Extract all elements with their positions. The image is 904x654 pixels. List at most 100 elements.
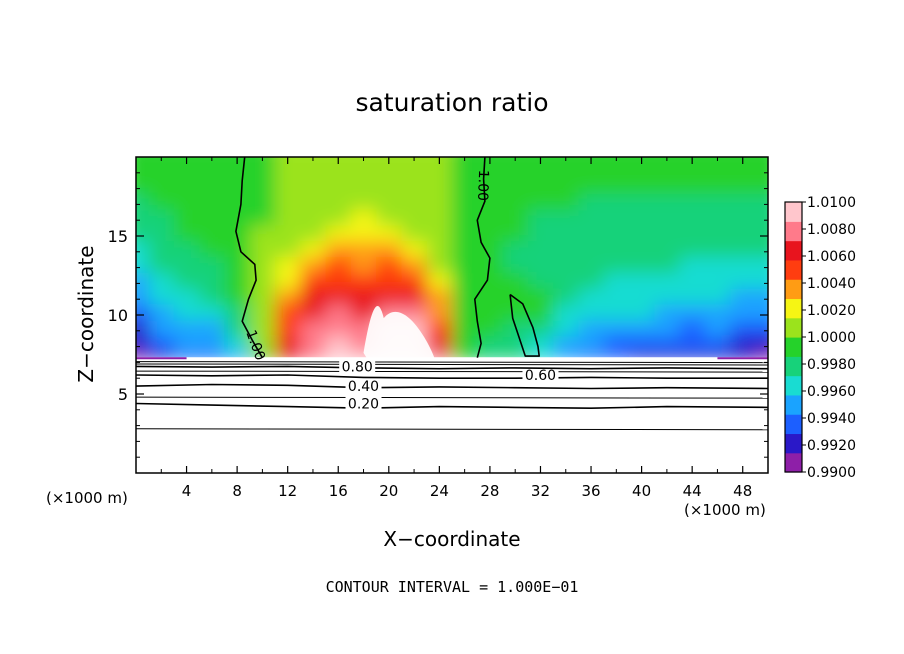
heatmap-cell <box>477 288 504 305</box>
heatmap-cell <box>199 319 225 337</box>
heatmap-cell <box>300 319 327 337</box>
heatmap-cell <box>300 272 327 289</box>
heatmap-cell <box>376 177 402 194</box>
heatmap-cell <box>755 240 768 258</box>
heatmap-cell <box>224 163 251 179</box>
heatmap-cell <box>704 193 731 210</box>
heatmap-cell <box>136 209 150 226</box>
heatmap-cell <box>527 272 554 289</box>
heatmap-cell <box>628 163 655 179</box>
x-tick-label: 24 <box>430 482 449 500</box>
heatmap-cell <box>136 177 150 194</box>
heatmap-cell <box>136 163 150 179</box>
heatmap-cell <box>654 319 681 337</box>
heatmap-cell <box>679 288 706 305</box>
contour-line <box>136 363 768 366</box>
heatmap-cell <box>350 303 377 321</box>
heatmap-cell <box>553 335 579 352</box>
heatmap-cell <box>730 303 756 321</box>
contour-label: 0.20 <box>348 396 379 412</box>
heatmap-cell <box>300 303 327 321</box>
contour-line <box>509 293 540 357</box>
heatmap-cell <box>603 351 630 360</box>
heatmap-cell <box>426 256 453 273</box>
heatmap-cell <box>578 288 605 305</box>
heatmap-cell <box>654 193 681 210</box>
heatmap-cell <box>654 288 681 305</box>
heatmap-cell <box>502 240 529 258</box>
heatmap-cell <box>679 319 706 337</box>
heatmap-cell <box>136 193 150 210</box>
heatmap-cell <box>679 303 706 321</box>
colorbar-swatch <box>785 221 802 242</box>
heatmap-cell <box>401 240 428 258</box>
heatmap-cell <box>553 163 579 179</box>
heatmap-cell <box>654 303 681 321</box>
heatmap-cell <box>679 193 706 210</box>
heatmap-cell <box>730 224 756 242</box>
heatmap-cell <box>654 177 681 194</box>
heatmap-cell <box>136 272 150 289</box>
contour-label-bg <box>345 396 382 411</box>
heatmap-cell <box>527 303 554 321</box>
heatmap-cell <box>477 303 504 321</box>
heatmap-cell <box>426 288 453 305</box>
heatmap-cell <box>136 303 150 321</box>
heatmap-cell <box>704 177 731 194</box>
heatmap-cell <box>148 256 175 273</box>
heatmap-cell <box>553 319 579 337</box>
heatmap-cell <box>199 256 225 273</box>
heatmap-cell <box>136 240 150 258</box>
contour-line <box>136 396 768 399</box>
heatmap-cell <box>502 335 529 352</box>
heatmap-cell <box>527 256 554 273</box>
heatmap-cell <box>173 163 200 179</box>
heatmap-cell <box>527 319 554 337</box>
heatmap-cell <box>401 163 428 179</box>
contour-line <box>474 157 491 358</box>
heatmap-cell <box>350 351 377 360</box>
heatmap-cell <box>401 193 428 210</box>
heatmap-cell <box>426 177 453 194</box>
heatmap-cell <box>755 272 768 289</box>
heatmap-cell <box>325 288 352 305</box>
heatmap-cell <box>224 224 251 242</box>
heatmap-cell <box>755 319 768 337</box>
contour-line <box>136 383 768 390</box>
colorbar-tick-label: 1.0000 <box>807 330 856 346</box>
heatmap-cell <box>401 272 428 289</box>
x-tick-label: 44 <box>683 482 702 500</box>
heatmap-cell <box>553 303 579 321</box>
y-tick-label: 15 <box>108 227 128 246</box>
heatmap-cell <box>199 272 225 289</box>
heatmap-cell <box>502 163 529 179</box>
heatmap-cell <box>654 240 681 258</box>
heatmap-cell <box>628 335 655 352</box>
colorbar-swatch <box>785 317 802 338</box>
heatmap-cell <box>452 288 478 305</box>
heatmap-cell <box>275 272 301 289</box>
heatmap-cell <box>300 163 327 179</box>
heatmap-cell <box>679 209 706 226</box>
x-tick-label: 4 <box>182 482 192 500</box>
heatmap-cell <box>452 272 478 289</box>
contour-lines: 0.200.400.600.801.001.00 <box>136 157 768 431</box>
heatmap-cell <box>578 303 605 321</box>
heatmap-cell <box>755 177 768 194</box>
heatmap-cell <box>148 163 175 179</box>
heatmap-cell <box>527 335 554 352</box>
heatmap-cell <box>173 193 200 210</box>
heatmap-cell <box>249 288 276 305</box>
heatmap-cell <box>136 319 150 337</box>
heatmap-cell <box>136 288 150 305</box>
heatmap-cell <box>376 288 402 305</box>
heatmap-cell <box>173 303 200 321</box>
heatmap-cell <box>401 177 428 194</box>
heatmap-cell <box>755 288 768 305</box>
heatmap-cell <box>249 193 276 210</box>
heatmap-cell <box>300 240 327 258</box>
heatmap-cell <box>452 335 478 352</box>
heatmap-cell <box>730 209 756 226</box>
heatmap-cell <box>376 193 402 210</box>
